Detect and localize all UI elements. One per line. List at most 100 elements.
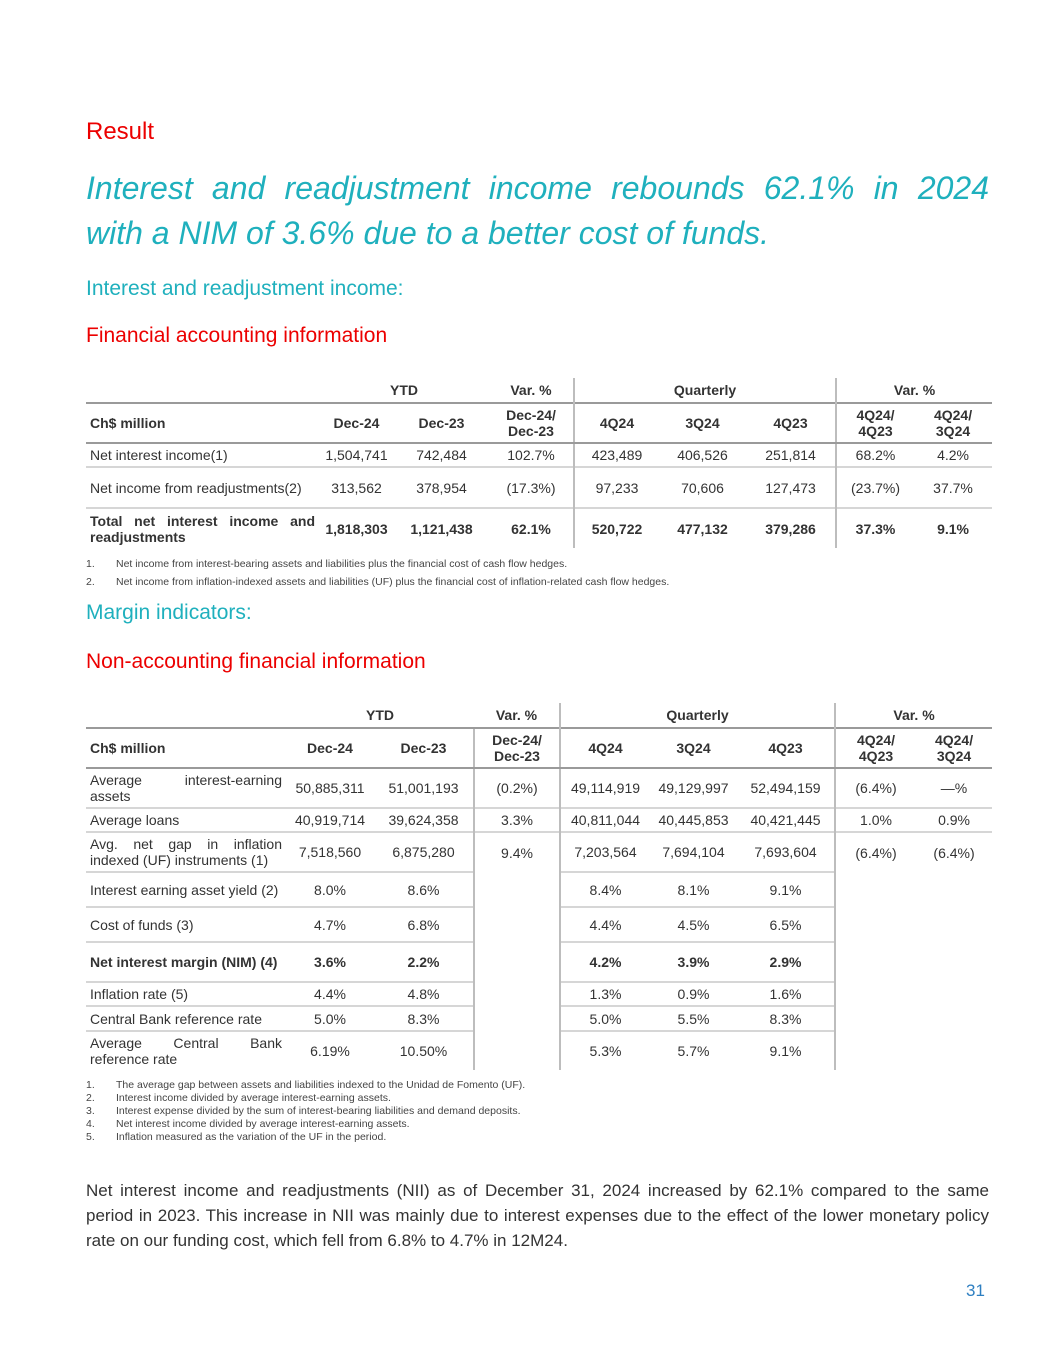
column-header: 4Q24/4Q23 [835,402,915,444]
group-header-1: Var. % [495,707,538,723]
table-cell [916,942,992,982]
table-cell: (6.4%) [916,831,993,872]
row-label: Inflation rate (5) [86,981,286,1006]
column-header: 4Q24/3Q24 [914,402,993,444]
table-cell: 1.6% [737,981,836,1006]
row-label: Average interest-earning assets [90,772,282,804]
column-header: 3Q24 [659,402,746,444]
table-cell: 313,562 [319,466,394,508]
headline-line-1: Interest and readjustment income rebound… [86,170,989,206]
column-header: 4Q24/4Q23 [834,727,917,769]
table1-footnotes: 1. Net income from interest-bearing asset… [86,555,669,591]
table-cell [473,942,560,982]
footnote-text: Net interest income divided by average i… [116,1118,410,1130]
column-header: Dec-24/Dec-23 [489,402,574,444]
table-cell: 7,693,604 [737,831,836,872]
table-cell: 8.1% [650,871,737,907]
table-cell [834,1031,917,1070]
table-cell [916,982,992,1006]
footnote-number: 2. [86,1092,95,1104]
margin-indicators-table: YTD Var. % Quarterly Var. % Ch$ million Dec-2… [86,703,993,1070]
footnote: 4. Net interest income divided by average… [86,1118,525,1131]
column-header: 4Q24 [573,402,659,444]
group-header-2: Quarterly [558,703,836,728]
table-cell: 9.1% [737,871,836,907]
table-cell [916,1006,992,1031]
table-cell: 127,473 [746,466,837,508]
table-cell: (6.4%) [834,768,917,808]
body-paragraph: Net interest income and readjustments (N… [86,1181,989,1250]
footnote-number: 3. [86,1105,95,1117]
table-cell [834,1006,917,1031]
table-cell: 6.5% [737,906,836,942]
table-cell [473,1006,560,1031]
group-header-3: Var. % [835,378,993,403]
table-cell: 3.6% [286,941,374,982]
table-row: Cost of funds (3) 4.7% 6.8% 4.4% 4.5% 6.5% [86,906,992,942]
table-cell: 378,954 [394,466,489,508]
subtitle-financial-accounting: Financial accounting information [86,324,388,347]
footnote-number: 1. [86,1079,95,1091]
table-cell [473,982,560,1006]
group-header-0: YTD [366,707,394,723]
footnote-number: 1. [86,558,95,570]
table-cell: 8.6% [374,871,474,907]
column-header: Ch$ million [86,727,286,769]
interest-income-table: YTD Var. % Quarterly Var. % Ch$ million Dec-2… [86,378,993,548]
table-row: Avg. net gap in inflation indexed (UF) i… [86,831,993,872]
table-cell: 4.2% [937,447,969,463]
group-header-row: YTD Var. % Quarterly Var. % [86,703,993,728]
table-cell: (23.7%) [835,466,915,508]
table2-footnotes: 1. The average gap between assets and lia… [86,1079,525,1144]
table-cell: 4.4% [559,906,650,942]
table-cell: 379,286 [746,507,837,548]
table-cell: 9.1% [914,507,993,548]
footnote: 3. Interest expense divided by the sum of… [86,1105,525,1118]
table-cell: 52,494,159 [750,780,821,796]
table-cell [834,907,917,942]
table-cell: 39,624,358 [374,807,474,832]
table-cell: 49,114,919 [559,768,650,808]
table-cell: 7,203,564 [559,831,650,872]
table-cell [834,982,917,1006]
table-cell: 8.3% [374,1005,474,1031]
table-cell: 97,233 [573,466,659,508]
footnote-number: 4. [86,1118,95,1130]
table-cell: —% [940,780,968,796]
table-cell: 51,001,193 [388,780,459,796]
table-cell: 0.9% [650,981,737,1006]
table-cell: 37.7% [914,466,993,508]
group-header-1: Var. % [510,382,552,398]
table-cell: 477,132 [659,507,746,548]
table-row: Inflation rate (5) 4.4% 4.8% 1.3% 0.9% 1.6% [86,981,992,1006]
table-cell: 742,484 [416,447,467,463]
table-cell: (17.3%) [489,466,574,508]
row-label: Interest earning asset yield (2) [86,871,286,907]
table-row: Net income from readjustments(2) 313,562 3… [86,466,993,508]
table-cell: 62.1% [489,507,574,548]
row-label: Cost of funds (3) [86,906,286,942]
table-cell: 4.5% [650,906,737,942]
table-cell: 1,818,303 [319,507,394,548]
table-cell: (0.2%) [473,768,560,808]
table-cell [916,1031,992,1070]
table-cell: 40,811,044 [559,807,650,832]
subtitle-non-accounting: Non-accounting financial information [86,650,426,673]
column-header: Ch$ million [86,402,319,444]
footnote-text: Interest income divided by average inter… [116,1092,391,1104]
table-cell [473,1031,560,1070]
footnote-text: Inflation measured as the variation of t… [116,1131,387,1143]
group-header-2: Quarterly [572,378,837,403]
subtitle-margin-indicators: Margin indicators: [86,601,252,624]
column-header: Dec-24 [286,727,374,769]
column-header: Dec-23 [374,727,474,769]
row-label: Total net interest income and readjustme… [86,507,319,548]
row-label: Average loans [86,807,286,832]
table-row: Average interest-earning assets 50,885,31… [86,768,992,808]
table-cell: 3.3% [473,807,560,832]
table-cell: 4.7% [286,906,374,942]
table-cell: 1.3% [559,981,650,1006]
table-cell: 40,919,714 [286,807,374,832]
footnote-text: Interest expense divided by the sum of i… [116,1105,521,1117]
row-label: Central Bank reference rate [86,1005,286,1031]
